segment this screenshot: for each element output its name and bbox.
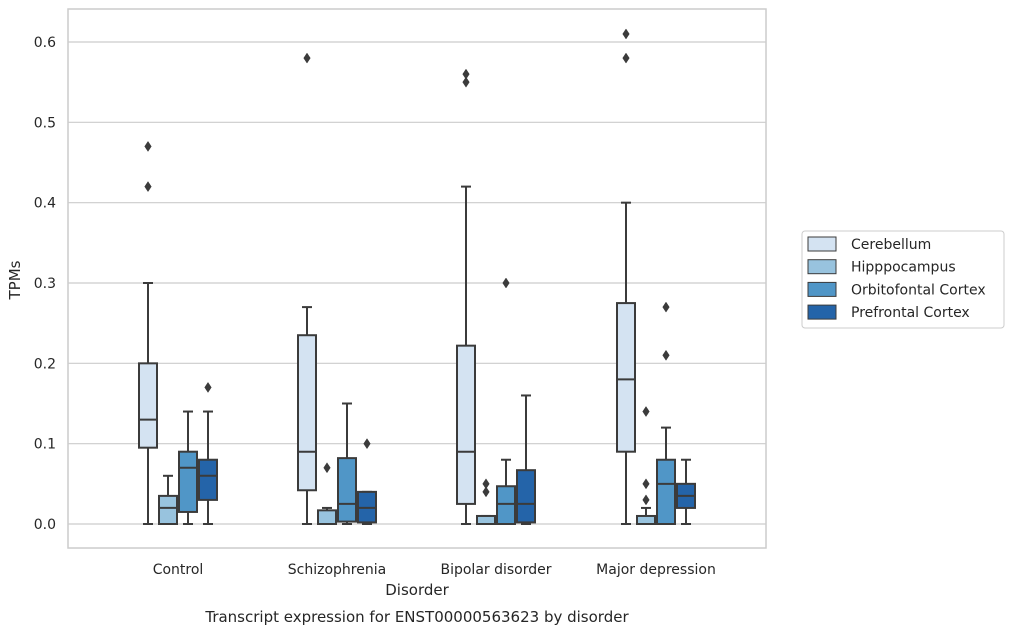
y-axis-label: TPMs <box>6 260 24 300</box>
x-tick-label: Schizophrenia <box>288 562 386 578</box>
y-tick-labels: 0.0 0.1 0.2 0.3 0.4 0.5 0.6 <box>34 35 56 533</box>
y-tick-label: 0.4 <box>34 196 56 212</box>
box <box>636 514 656 526</box>
legend-swatch <box>807 259 837 275</box>
box-plot <box>516 394 536 525</box>
y-tick-label: 0.6 <box>34 35 56 51</box>
outlier-point <box>642 406 650 417</box>
outlier-point <box>622 28 630 40</box>
box-plot <box>198 381 218 525</box>
legend-frame <box>801 230 1005 329</box>
legend-label: Orbitofontal Cortex <box>851 282 986 298</box>
box <box>158 494 178 525</box>
outlier-point <box>462 76 470 88</box>
outlier-point <box>642 494 650 506</box>
legend-label: Hipppocampus <box>851 260 956 276</box>
x-tick-label: Bipolar disorder <box>440 562 551 578</box>
outlier-point <box>502 277 510 289</box>
box-plot <box>337 402 357 525</box>
outlier-point <box>622 52 630 64</box>
outlier-point <box>482 486 490 498</box>
box <box>198 458 218 501</box>
outlier-point <box>144 140 152 152</box>
box <box>337 457 357 523</box>
outlier-point <box>204 381 212 393</box>
outlier-point <box>144 181 152 193</box>
legend-label: Prefrontal Cortex <box>851 305 970 321</box>
chart-caption: Transcript expression for ENST0000056362… <box>204 608 629 626</box>
box-plot <box>297 52 317 525</box>
x-tick-labels: Control Schizophrenia Bipolar disorder Majo… <box>153 562 716 578</box>
y-tick-label: 0.0 <box>34 517 56 533</box>
y-tick-label: 0.2 <box>34 356 56 372</box>
box-plot <box>158 474 178 525</box>
box <box>656 458 676 526</box>
outlier-point <box>662 301 670 313</box>
box-plot <box>357 438 377 525</box>
box-plot <box>138 140 158 525</box>
box <box>178 450 198 513</box>
box-plot <box>616 28 636 525</box>
outlier-point <box>642 478 650 490</box>
box-plot <box>178 410 198 525</box>
legend-swatch <box>807 304 837 320</box>
box-plot <box>456 68 476 525</box>
outlier-point <box>323 462 331 474</box>
box <box>138 362 158 449</box>
outlier-point <box>363 438 371 450</box>
x-tick-label: Control <box>153 562 204 578</box>
outlier-point <box>303 52 311 64</box>
outlier-point <box>662 349 670 361</box>
box-plot <box>496 277 516 526</box>
box-plot <box>476 478 496 526</box>
box-plot <box>636 406 656 526</box>
box <box>476 514 496 526</box>
box <box>456 344 476 505</box>
box <box>317 509 337 525</box>
box <box>516 469 536 524</box>
box-plot <box>317 462 337 525</box>
x-axis-label: Disorder <box>385 581 449 599</box>
box-plot <box>676 458 696 525</box>
box-plot <box>656 301 676 526</box>
legend-label: Cerebellum <box>851 237 931 253</box>
box <box>496 485 516 526</box>
box <box>297 334 317 492</box>
plot-frame <box>67 8 767 549</box>
x-tick-label: Major depression <box>596 562 716 578</box>
box <box>616 302 636 453</box>
y-tick-label: 0.3 <box>34 276 56 292</box>
y-tick-label: 0.1 <box>34 437 56 453</box>
y-tick-label: 0.5 <box>34 115 56 131</box>
box-plots <box>138 28 696 526</box>
legend-swatch <box>807 236 837 252</box>
legend: Cerebellum Hipppocampus Orbitofontal Corte… <box>801 230 1005 329</box>
legend-swatch <box>807 281 837 297</box>
